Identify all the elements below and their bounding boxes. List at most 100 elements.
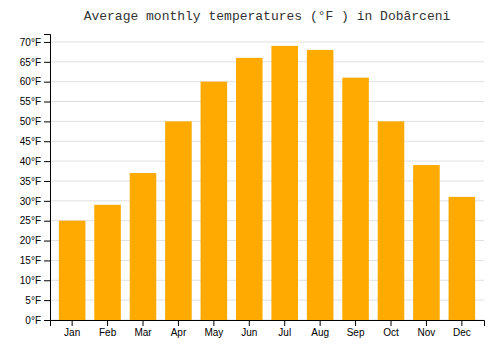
bars <box>59 46 475 320</box>
x-tick-mark <box>107 320 108 326</box>
y-tick-mark <box>44 221 50 222</box>
x-tick-label: Sep <box>347 327 365 338</box>
y-tick: 25°F <box>20 215 50 226</box>
x-tick-label: Aug <box>311 327 329 338</box>
plot: 0°F 5°F 10°F 15°F 20°F 25°F 30°F 35°F 40°F 45°F 50… <box>20 35 485 339</box>
grid-line <box>50 141 484 142</box>
y-tick: 30°F <box>20 196 50 207</box>
x-tick-label: Jul <box>278 327 291 338</box>
x-tick-mark <box>461 320 462 326</box>
x-tick-label: Nov <box>418 327 436 338</box>
bar <box>449 197 476 320</box>
bar <box>165 121 192 320</box>
y-axis-line <box>44 35 51 321</box>
y-tick-mark <box>44 241 50 242</box>
x-tick-mark <box>284 320 285 326</box>
x-tick: Jun <box>241 320 257 338</box>
x-tick: Aug <box>311 320 329 338</box>
chart-svg: 0°F 5°F 10°F 15°F 20°F 25°F 30°F 35°F 40°F 45°F 50… <box>0 0 500 350</box>
bar <box>201 82 228 320</box>
y-tick-mark <box>44 181 50 182</box>
x-tick-label: Feb <box>99 327 117 338</box>
x-tick-mark <box>320 320 321 326</box>
y-tick-mark <box>44 201 50 202</box>
y-tick: 5°F <box>25 295 50 306</box>
y-tick-label: 70°F <box>20 37 41 48</box>
x-tick-label: Jan <box>64 327 80 338</box>
y-tick-mark <box>44 62 50 63</box>
title: Average monthly temperatures (°F ) in Do… <box>84 9 451 24</box>
y-tick-mark <box>44 102 50 103</box>
x-tick: Sep <box>347 320 365 338</box>
y-tick-mark <box>44 280 50 281</box>
x-tick: Jul <box>278 320 291 338</box>
bar <box>59 221 86 320</box>
y-tick: 15°F <box>20 255 50 266</box>
y-tick-mark <box>44 82 50 83</box>
x-tick-label: Dec <box>453 327 471 338</box>
bar <box>271 46 298 320</box>
x-tick: Feb <box>99 320 117 338</box>
y-tick-label: 60°F <box>20 76 41 87</box>
y-tick: 55°F <box>20 96 50 107</box>
bar <box>378 121 405 320</box>
x-tick-mark <box>355 320 356 326</box>
grid-line <box>50 121 484 122</box>
y-tick: 20°F <box>20 235 50 246</box>
x-tick-mark <box>143 320 144 326</box>
y-tick-mark <box>44 42 50 43</box>
y-tick-label: 30°F <box>20 196 41 207</box>
x-tick: Jan <box>64 320 80 338</box>
x-tick: Oct <box>383 320 399 338</box>
y-tick-mark <box>44 300 50 301</box>
y-tick: 60°F <box>20 76 50 87</box>
x-tick-mark <box>72 320 73 326</box>
bar <box>307 50 334 320</box>
y-tick: 65°F <box>20 57 50 68</box>
x-tick: Dec <box>453 320 471 338</box>
y-tick-label: 40°F <box>20 156 41 167</box>
grid-line <box>50 41 484 42</box>
grid-line <box>50 61 484 62</box>
x-tick: May <box>204 320 223 338</box>
bar <box>236 58 263 320</box>
y-tick: 35°F <box>20 176 50 187</box>
x-tick-mark <box>391 320 392 326</box>
y-tick-mark <box>44 161 50 162</box>
grid-line <box>50 101 484 102</box>
y-tick-label: 25°F <box>20 215 41 226</box>
x-axis-line <box>51 321 485 327</box>
grid-line <box>50 161 484 162</box>
y-tick-label: 50°F <box>20 116 41 127</box>
y-tick-label: 20°F <box>20 235 41 246</box>
x-tick-label: Mar <box>134 327 152 338</box>
x-tick: Nov <box>418 320 436 338</box>
y-tick: 50°F <box>20 116 50 127</box>
grid <box>50 42 484 320</box>
y-tick-label: 55°F <box>20 96 41 107</box>
x-tick: Apr <box>171 320 187 338</box>
y-tick: 40°F <box>20 156 50 167</box>
x-tick-mark <box>426 320 427 326</box>
y-tick: 45°F <box>20 136 50 147</box>
y-tick-label: 15°F <box>20 255 41 266</box>
x-tick-label: Jun <box>241 327 257 338</box>
x-tick-label: Oct <box>383 327 399 338</box>
y-axis: 0°F 5°F 10°F 15°F 20°F 25°F 30°F 35°F 40°F 45°F 50… <box>20 35 51 326</box>
bar <box>413 165 440 320</box>
x-axis: Jan Feb Mar Apr May Jun Jul Aug Sep Oct Nov Dec <box>51 320 485 338</box>
x-tick-mark <box>249 320 250 326</box>
y-tick-label: 65°F <box>20 57 41 68</box>
y-tick-label: 35°F <box>20 176 41 187</box>
x-tick-mark <box>178 320 179 326</box>
y-tick-mark <box>44 121 50 122</box>
y-tick-mark <box>44 141 50 142</box>
y-tick-label: 0°F <box>25 315 41 326</box>
y-tick-label: 10°F <box>20 275 41 286</box>
y-tick: 70°F <box>20 37 50 48</box>
bar <box>94 205 121 320</box>
x-tick-label: Apr <box>171 327 187 338</box>
x-tick: Mar <box>134 320 152 338</box>
y-tick: 10°F <box>20 275 50 286</box>
y-tick: 0°F <box>25 315 50 326</box>
